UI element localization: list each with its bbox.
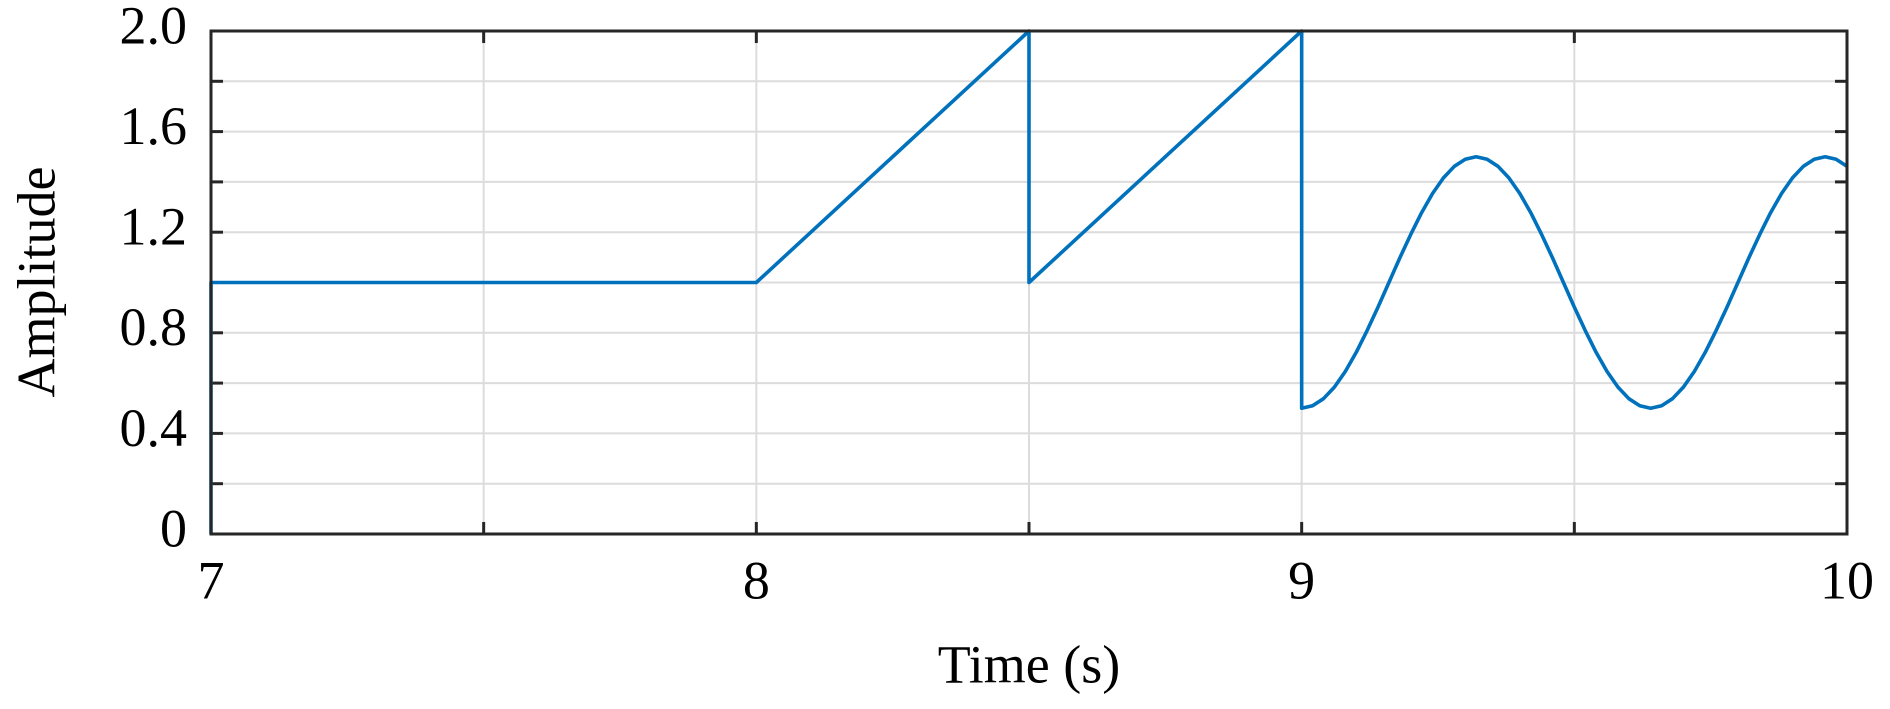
y-tick-label: 1.6 (120, 96, 188, 156)
y-tick-label: 1.2 (120, 197, 188, 257)
y-tick-label: 0.8 (120, 297, 188, 357)
x-tick-label: 9 (1288, 550, 1315, 610)
data-line (209, 29, 1848, 534)
y-tick-label: 0 (160, 498, 187, 558)
y-tick-label: 0.4 (120, 398, 188, 458)
y-tick-label: 2.0 (120, 0, 188, 55)
x-tick-label: 7 (198, 550, 225, 610)
y-axis-label: Amplitude (6, 167, 66, 398)
plot-frame (209, 29, 1849, 536)
x-tick-label: 8 (743, 550, 770, 610)
x-tick-label: 10 (1820, 550, 1874, 610)
x-axis-label: Time (s) (938, 634, 1121, 694)
